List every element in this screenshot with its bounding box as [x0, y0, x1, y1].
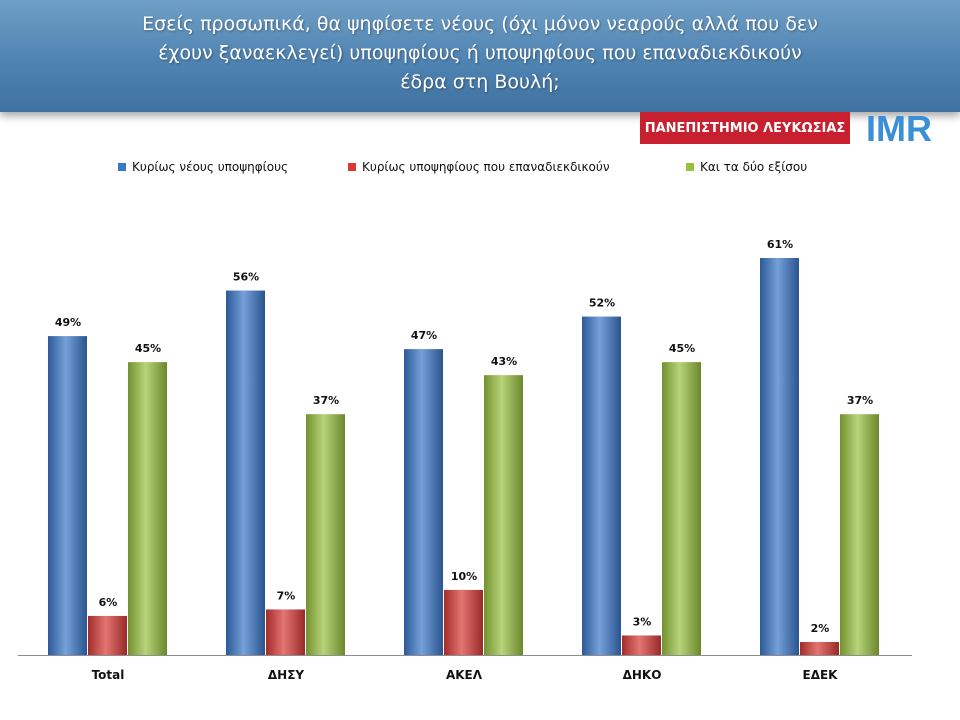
legend-item-series-1: Κυρίως νέους υποψηφίους [118, 160, 288, 174]
legend-swatch-series-1 [118, 163, 126, 171]
x-tick-label-ΔΗΣΥ: ΔΗΣΥ [268, 668, 305, 682]
bar-ΑΚΕΛ-series-2 [444, 589, 483, 655]
legend-swatch-series-2 [348, 163, 356, 171]
data-label-ΔΗΣΥ-series-2: 7% [277, 589, 296, 602]
data-label-ΑΚΕΛ-series-1: 47% [411, 329, 437, 342]
bar-ΔΗΣΥ-series-1 [226, 290, 265, 655]
x-tick-label-ΔΗΚΟ: ΔΗΚΟ [623, 668, 662, 682]
legend: Κυρίως νέους υποψηφίους Κυρίως υποψηφίου… [0, 160, 960, 182]
x-tick-label-ΕΔΕΚ: ΕΔΕΚ [803, 668, 839, 682]
title-line-1: Εσείς προσωπικά, θα ψηφίσετε νέους (όχι … [142, 13, 818, 35]
data-label-ΕΔΕΚ-series-1: 61% [767, 238, 793, 251]
data-label-ΕΔΕΚ-series-3: 37% [847, 394, 873, 407]
legend-item-series-3: Και τα δύο εξίσου [686, 160, 807, 174]
bar-ΔΗΣΥ-series-2 [266, 609, 305, 655]
bar-ΕΔΕΚ-series-1 [760, 258, 799, 655]
bar-ΕΔΕΚ-series-3 [840, 414, 879, 655]
bar-Total-series-3 [128, 362, 167, 655]
bar-ΔΗΚΟ-series-1 [582, 316, 621, 655]
imr-logo-text: IMR [866, 108, 932, 148]
data-label-Total-series-3: 45% [135, 342, 161, 355]
legend-swatch-series-3 [686, 163, 694, 171]
data-label-ΕΔΕΚ-series-2: 2% [811, 622, 830, 635]
bars-group [48, 258, 879, 655]
bar-Total-series-1 [48, 336, 87, 655]
x-tick-label-Total: Total [92, 668, 125, 682]
bar-Total-series-2 [88, 615, 127, 655]
chart-title: Εσείς προσωπικά, θα ψηφίσετε νέους (όχι … [30, 10, 930, 97]
x-axis: Total ΔΗΣΥ ΑΚΕΛ ΔΗΚΟ ΕΔΕΚ [18, 655, 912, 682]
data-label-ΑΚΕΛ-series-3: 43% [491, 355, 517, 368]
bar-ΑΚΕΛ-series-3 [484, 375, 523, 655]
title-line-3: έδρα στη Βουλή; [400, 71, 560, 93]
data-label-Total-series-2: 6% [99, 596, 118, 609]
legend-label-series-1: Κυρίως νέους υποψηφίους [132, 160, 289, 174]
bar-ΕΔΕΚ-series-2 [800, 641, 839, 655]
legend-item-series-2: Κυρίως υποψηφίους που επαναδιεκδικούν [348, 160, 610, 174]
legend-label-series-2: Κυρίως υποψηφίους που επαναδιεκδικούν [362, 160, 610, 174]
data-label-ΔΗΚΟ-series-3: 45% [669, 342, 695, 355]
data-label-Total-series-1: 49% [55, 316, 81, 329]
data-label-ΔΗΣΥ-series-3: 37% [313, 394, 339, 407]
university-logo: ΠΑΝΕΠΙΣΤΗΜΙΟ ΛΕΥΚΩΣΙΑΣ [640, 112, 850, 144]
data-labels-group: 49% 6% 45% 56% 7% 37% 47% 10% 43% 52% 3% 45% 61% 2% 37… [55, 238, 873, 635]
data-label-ΔΗΚΟ-series-1: 52% [589, 297, 615, 310]
imr-logo: IMR [866, 108, 932, 148]
legend-label-series-3: Και τα δύο εξίσου [700, 160, 808, 174]
title-banner: Εσείς προσωπικά, θα ψηφίσετε νέους (όχι … [0, 0, 960, 112]
bar-ΑΚΕΛ-series-1 [404, 349, 443, 655]
bar-ΔΗΣΥ-series-3 [306, 414, 345, 655]
bar-ΔΗΚΟ-series-2 [622, 635, 661, 655]
title-line-2: έχουν ξαναεκλεγεί) υποψηφίους ή υποψηφίο… [158, 42, 802, 64]
x-tick-label-ΑΚΕΛ: ΑΚΕΛ [446, 668, 483, 682]
data-label-ΔΗΚΟ-series-2: 3% [633, 615, 652, 628]
bar-ΔΗΚΟ-series-3 [662, 362, 701, 655]
data-label-ΔΗΣΥ-series-1: 56% [233, 271, 259, 284]
data-label-ΑΚΕΛ-series-2: 10% [451, 570, 477, 583]
